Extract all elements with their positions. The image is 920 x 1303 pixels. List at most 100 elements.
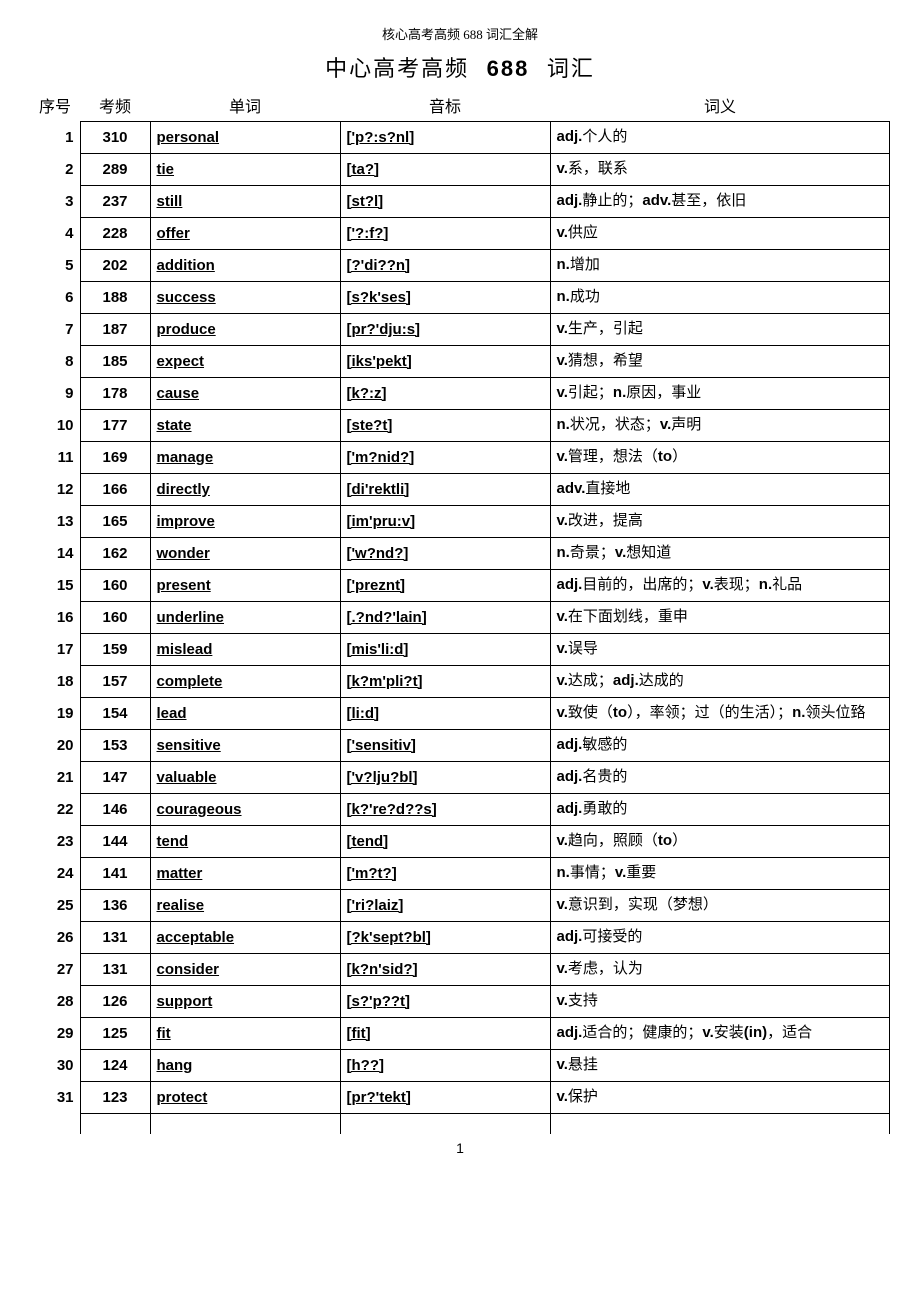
cell-word: state	[150, 410, 340, 442]
cell-pron: [k?'re?d??s]	[340, 794, 550, 826]
cell-word: complete	[150, 666, 340, 698]
table-row: 3237still[st?l]adj.静止的；adv.甚至，依旧	[30, 186, 890, 218]
cell-idx: 26	[30, 922, 80, 954]
cell-word: addition	[150, 250, 340, 282]
cell-freq: 228	[80, 218, 150, 250]
table-row: 1310personal['p?:s?nl]adj.个人的	[30, 122, 890, 154]
cell-def: adj.可接受的	[550, 922, 890, 954]
cell-def: v.达成；adj.达成的	[550, 666, 890, 698]
cell-def: v.致使（to），率领；过（的生活）；n.领头位臵	[550, 698, 890, 730]
cell-def: adj.勇敢的	[550, 794, 890, 826]
cell-word: hang	[150, 1050, 340, 1082]
cell-def: v.管理，想法（to）	[550, 442, 890, 474]
cell-pron: [fit]	[340, 1018, 550, 1050]
cell-freq: 166	[80, 474, 150, 506]
cell-freq: 153	[80, 730, 150, 762]
table-row: 27131consider[k?n'sid?]v.考虑，认为	[30, 954, 890, 986]
title-left: 中心高考高频	[325, 56, 469, 81]
cell-pron: [k?m'pli?t]	[340, 666, 550, 698]
cell-pron: [h??]	[340, 1050, 550, 1082]
table-row: 10177state[ste?t]n.状况，状态；v.声明	[30, 410, 890, 442]
cell-pron: [im'pru:v]	[340, 506, 550, 538]
col-idx: 序号	[30, 93, 80, 117]
cell-idx: 12	[30, 474, 80, 506]
cell-idx: 16	[30, 602, 80, 634]
table-row: 21147valuable['v?lju?bl]adj.名贵的	[30, 762, 890, 794]
cell-idx: 15	[30, 570, 80, 602]
cell-def: v.误导	[550, 634, 890, 666]
col-freq: 考频	[80, 93, 150, 117]
page-number: 1	[30, 1140, 890, 1156]
cell-idx: 19	[30, 698, 80, 730]
cell-def: adj.静止的；adv.甚至，依旧	[550, 186, 890, 218]
cell-word: underline	[150, 602, 340, 634]
cell-pron: [?'di??n]	[340, 250, 550, 282]
table-row: 23144tend[tend]v.趋向，照顾（to）	[30, 826, 890, 858]
cell-pron: ['sensitiv]	[340, 730, 550, 762]
cell-word: tie	[150, 154, 340, 186]
title-right: 词汇	[547, 56, 595, 81]
cell-pron: [tend]	[340, 826, 550, 858]
cell-word: mislead	[150, 634, 340, 666]
cell-freq: 136	[80, 890, 150, 922]
cell-idx: 29	[30, 1018, 80, 1050]
cell-idx: 20	[30, 730, 80, 762]
cell-pron: [st?l]	[340, 186, 550, 218]
cell-word: success	[150, 282, 340, 314]
cell-idx: 21	[30, 762, 80, 794]
cell-freq: 154	[80, 698, 150, 730]
cell-freq: 202	[80, 250, 150, 282]
table-row: 13165improve[im'pru:v]v.改进，提高	[30, 506, 890, 538]
doc-header: 核心高考高频 688 词汇全解	[30, 24, 890, 43]
cell-pron: [s?k'ses]	[340, 282, 550, 314]
table-row-blank	[30, 1114, 890, 1134]
cell-freq: 310	[80, 122, 150, 154]
cell-freq: 178	[80, 378, 150, 410]
cell-idx: 27	[30, 954, 80, 986]
table-row: 31123protect[pr?'tekt]v.保护	[30, 1082, 890, 1114]
cell-freq: 162	[80, 538, 150, 570]
table-row: 11169manage['m?nid?]v.管理，想法（to）	[30, 442, 890, 474]
cell-freq: 144	[80, 826, 150, 858]
cell-word: still	[150, 186, 340, 218]
cell-freq: 160	[80, 602, 150, 634]
cell-idx: 2	[30, 154, 80, 186]
cell-word: cause	[150, 378, 340, 410]
cell-def: v.考虑，认为	[550, 954, 890, 986]
cell-word: valuable	[150, 762, 340, 794]
cell-def: n.事情；v.重要	[550, 858, 890, 890]
cell-word: fit	[150, 1018, 340, 1050]
cell-freq: 147	[80, 762, 150, 794]
table-row: 26131acceptable[?k'sept?bl]adj.可接受的	[30, 922, 890, 954]
col-def: 词义	[550, 93, 890, 117]
cell-pron: [.?nd?'lain]	[340, 602, 550, 634]
cell-def: v.供应	[550, 218, 890, 250]
page-title: 中心高考高频 688 词汇	[30, 51, 890, 83]
cell-freq: 131	[80, 954, 150, 986]
cell-idx: 7	[30, 314, 80, 346]
cell-idx: 31	[30, 1082, 80, 1114]
table-row: 24141matter['m?t?]n.事情；v.重要	[30, 858, 890, 890]
cell-def: v.悬挂	[550, 1050, 890, 1082]
cell-pron: ['m?nid?]	[340, 442, 550, 474]
cell-def: adj.目前的，出席的；v.表现；n.礼品	[550, 570, 890, 602]
cell-def: n.成功	[550, 282, 890, 314]
cell-pron: [k?n'sid?]	[340, 954, 550, 986]
cell-pron: [li:d]	[340, 698, 550, 730]
cell-pron: ['p?:s?nl]	[340, 122, 550, 154]
cell-pron: [ta?]	[340, 154, 550, 186]
cell-word: improve	[150, 506, 340, 538]
cell-freq: 146	[80, 794, 150, 826]
cell-def: v.趋向，照顾（to）	[550, 826, 890, 858]
cell-idx: 23	[30, 826, 80, 858]
cell-freq: 131	[80, 922, 150, 954]
cell-word: present	[150, 570, 340, 602]
cell-word: manage	[150, 442, 340, 474]
table-row: 19154lead[li:d]v.致使（to），率领；过（的生活）；n.领头位臵	[30, 698, 890, 730]
cell-def: v.引起；n.原因，事业	[550, 378, 890, 410]
cell-freq: 157	[80, 666, 150, 698]
table-row: 14162wonder['w?nd?]n.奇景；v.想知道	[30, 538, 890, 570]
cell-pron: [pr?'dju:s]	[340, 314, 550, 346]
cell-def: n.奇景；v.想知道	[550, 538, 890, 570]
table-row: 15160present['preznt]adj.目前的，出席的；v.表现；n.…	[30, 570, 890, 602]
